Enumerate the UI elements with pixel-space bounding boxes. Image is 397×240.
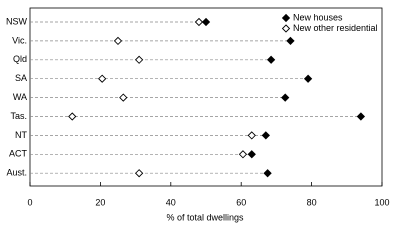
y-tick-label: SA <box>15 73 27 83</box>
x-tick-label: 100 <box>374 197 389 207</box>
x-tick-label: 80 <box>307 197 317 207</box>
diamond-marker <box>134 169 144 178</box>
diamond-marker <box>98 74 107 83</box>
diamond-marker <box>247 131 256 140</box>
diamond-marker <box>113 36 123 46</box>
y-tick-label: ACT <box>9 149 28 159</box>
diamond-marker <box>286 36 295 46</box>
diamond-marker <box>266 55 276 64</box>
diamond-marker <box>201 17 211 27</box>
y-tick-label: WA <box>13 92 27 102</box>
chart: % of total dwellings 0 20 40 60 80 100 NSW Vic.… <box>6 7 390 222</box>
diamond-marker <box>68 112 77 121</box>
y-tick-label: Qld <box>13 54 27 64</box>
x-tick-label: 40 <box>166 197 176 207</box>
diamond-marker <box>263 169 272 178</box>
diamond-marker <box>303 74 313 83</box>
diamond-marker <box>119 93 128 102</box>
x-axis-label: % of total dwellings <box>166 212 244 222</box>
diamond-marker <box>281 93 290 102</box>
diamond-marker <box>356 112 366 121</box>
diamond-marker <box>238 150 248 159</box>
diamond-marker <box>134 55 144 64</box>
y-tick-label: Vic. <box>12 35 27 45</box>
x-tick-label: 60 <box>236 197 246 207</box>
legend-label: New houses <box>293 12 343 22</box>
diamond-marker <box>261 131 270 140</box>
diamond-marker <box>281 13 291 23</box>
y-tick-label: Tas. <box>10 111 27 121</box>
y-tick-label: Aust. <box>6 168 27 178</box>
x-tick-label: 20 <box>95 197 105 207</box>
y-tick-label: NT <box>15 130 27 140</box>
diamond-marker <box>281 24 291 33</box>
diamond-marker <box>194 17 204 27</box>
legend-label: New other residential <box>293 23 378 33</box>
x-tick-label: 0 <box>27 197 32 207</box>
diamond-marker <box>247 150 256 159</box>
plot-frame <box>29 7 383 187</box>
y-tick-label: NSW <box>6 16 28 26</box>
